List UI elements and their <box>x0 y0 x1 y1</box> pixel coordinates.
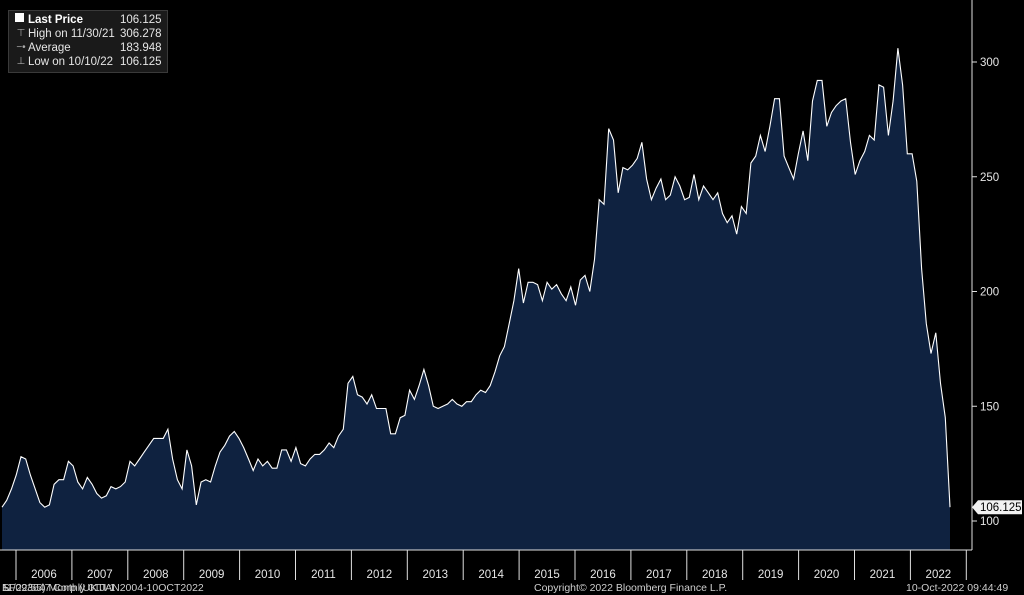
legend-label: Average <box>28 42 71 54</box>
security-tail: 11/22/55) Monthly 01JAN2004-10OCT2022 <box>2 582 204 594</box>
x-tick-label: 2016 <box>590 569 616 581</box>
legend-label: High on 11/30/21 <box>28 28 115 40</box>
x-tick-label: 2010 <box>255 569 281 581</box>
x-tick-label: 2014 <box>478 569 504 581</box>
low-marker-icon: ⊥ <box>16 56 26 67</box>
x-tick-label: 2007 <box>87 569 113 581</box>
legend-label: Low on 10/10/22 <box>28 56 114 68</box>
scale-icon: ↘ <box>2 582 11 594</box>
legend-item-high: ⊤ High on 11/30/21 306.278 <box>14 27 162 41</box>
y-tick-label: 200 <box>980 287 999 299</box>
price-area <box>2 48 950 550</box>
x-tick-label: 2008 <box>143 569 169 581</box>
last-value-tag <box>972 500 1022 515</box>
legend-label: Last Price <box>28 14 83 26</box>
y-tick-label: 250 <box>980 172 999 184</box>
security-text: EF093647 Corp (UKTI 1 <box>2 582 116 594</box>
last-value-label: 106.125 <box>980 502 1022 514</box>
legend: Last Price 106.125 ⊤ High on 11/30/21 30… <box>8 10 168 73</box>
legend-item-low: ⊥ Low on 10/10/22 106.125 <box>14 55 162 69</box>
y-tick-label: 300 <box>980 57 999 69</box>
x-tick-label: 2020 <box>814 569 840 581</box>
legend-value: 183.948 <box>120 42 162 54</box>
legend-value: 306.278 <box>120 28 162 40</box>
timestamp: 10-Oct-2022 09:44:49 <box>906 582 1009 594</box>
last-value-layer: 106.125 <box>972 500 1022 514</box>
x-tick-label: 2011 <box>311 569 336 581</box>
y-tick-label: 100 <box>980 516 999 528</box>
x-tick-label: 2017 <box>646 569 672 581</box>
x-tick-label: 2015 <box>534 569 560 581</box>
x-tick-label: 2022 <box>926 569 952 581</box>
x-axis: 2006 2007 2008 2009 2010 2011 2012 2013 2014 2015… <box>0 549 972 581</box>
legend-item-average: −• Average 183.948 <box>14 41 162 55</box>
copyright: Copyright© 2022 Bloomberg Finance L.P. <box>534 582 728 594</box>
legend-square-icon <box>14 13 28 27</box>
y-tick-label: 150 <box>980 401 999 413</box>
legend-value: 106.125 <box>120 14 162 26</box>
x-tick-label: 2019 <box>758 569 784 581</box>
x-tick-label: 2006 <box>31 569 57 581</box>
legend-value: 106.125 <box>120 56 162 68</box>
high-marker-icon: ⊤ <box>16 28 26 39</box>
y-axis: 100 150 200 250 300 <box>971 0 999 550</box>
area-layer <box>1 48 951 550</box>
x-tick-label: 2021 <box>870 569 896 581</box>
price-line <box>1 48 951 508</box>
x-tick-label: 2012 <box>367 569 393 581</box>
average-marker-icon: −• <box>16 42 26 53</box>
legend-item-last-price: Last Price 106.125 <box>14 13 162 27</box>
x-tick-label: 2009 <box>199 569 225 581</box>
x-tick-label: 2013 <box>422 569 448 581</box>
x-tick-label: 2018 <box>702 569 728 581</box>
footer-bar: EF093647 Corp (UKTI 1 ↘ 11/22/55) Monthl… <box>0 581 1024 595</box>
